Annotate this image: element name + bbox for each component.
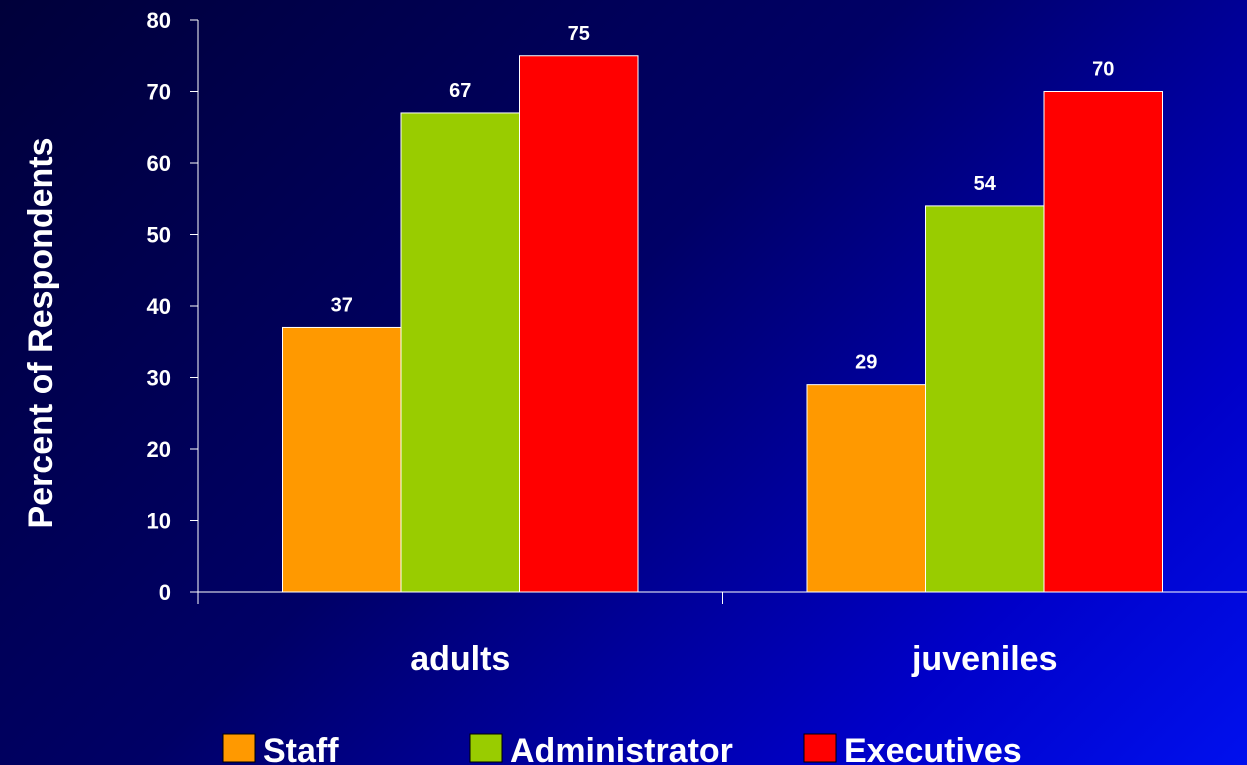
legend-label-administrator: Administrator: [510, 732, 733, 765]
bar-staff-adults: [282, 326, 402, 593]
legend-label-executives: Executives: [844, 732, 1022, 765]
data-label: 70: [1092, 59, 1114, 81]
legend-swatch-staff: [222, 733, 256, 763]
data-label: 67: [449, 80, 471, 102]
bar-staff-juveniles: [806, 384, 926, 593]
y-tick-label: 10: [147, 509, 171, 534]
bar-administrator-juveniles: [925, 205, 1045, 593]
y-tick-label: 40: [147, 294, 171, 319]
category-label-adults: adults: [410, 640, 510, 678]
data-label: 54: [974, 173, 997, 195]
data-labels: 37 67 75 29 54 70: [331, 23, 1115, 374]
legend-label-staff: Staff: [263, 732, 339, 765]
y-axis-title: Percent of Respondents: [22, 137, 60, 528]
y-tick-label: 0: [159, 580, 171, 605]
category-label-juveniles: juveniles: [911, 640, 1058, 678]
data-label: 75: [568, 23, 590, 45]
y-tick-label: 50: [147, 223, 171, 248]
y-tick-label: 60: [147, 151, 171, 176]
y-tick-label: 30: [147, 366, 171, 391]
y-tick-label: 80: [147, 8, 171, 33]
x-axis: adults juveniles: [197, 591, 1247, 678]
data-label: 29: [855, 352, 877, 374]
bar-executives-adults: [519, 55, 639, 593]
y-axis: 0 10 20 30 40 50 60 70 80: [147, 8, 199, 605]
bars: [282, 55, 1163, 593]
legend: Staff Administrator Executives: [222, 732, 1022, 765]
y-tick-label: 70: [147, 80, 171, 105]
bar-administrator-adults: [400, 112, 520, 593]
legend-swatch-executives: [803, 733, 837, 763]
legend-swatch-administrator: [469, 733, 503, 763]
bar-executives-juveniles: [1043, 91, 1163, 593]
y-tick-label: 20: [147, 437, 171, 462]
data-label: 37: [331, 294, 353, 316]
